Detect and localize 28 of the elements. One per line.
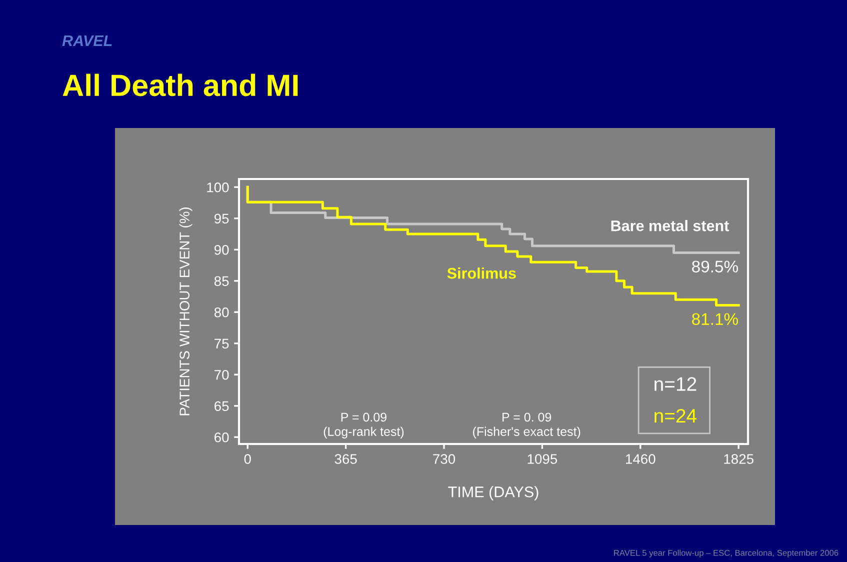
- y-tick-label: 80: [214, 307, 229, 318]
- x-tick-label: 1095: [528, 454, 558, 464]
- annotation: n=24: [654, 408, 697, 423]
- x-axis-title: TIME (DAYS): [448, 486, 538, 500]
- y-tick-label: 95: [214, 214, 229, 224]
- x-tick-label: 1460: [626, 454, 656, 464]
- annotation: P = 0.09 (Log-rank test): [324, 412, 404, 438]
- y-tick-label: 65: [214, 401, 229, 412]
- x-tick-label: 730: [433, 454, 456, 464]
- y-tick-label: 100: [207, 182, 229, 192]
- annotation: n=12: [654, 377, 696, 391]
- y-tick-label: 75: [214, 338, 229, 349]
- series-label: Sirolimus: [447, 268, 516, 279]
- y-tick-label: 70: [214, 370, 229, 380]
- annotation: 81.1%: [692, 313, 738, 325]
- y-axis-title: PATIENTS WITHOUT EVENT (%): [179, 208, 192, 416]
- y-tick-label: 60: [214, 432, 229, 442]
- x-tick-label: 1825: [724, 454, 754, 464]
- annotation: 89.5%: [692, 260, 738, 272]
- x-tick-label: 0: [244, 454, 251, 464]
- x-tick-label: 365: [334, 454, 357, 464]
- text: RAVEL 5 year Follow-up – ESC, Barcelona, September 2006: [614, 550, 838, 558]
- text: RAVEL: [62, 35, 112, 46]
- chart-title: All Death and MI: [62, 74, 298, 96]
- y-tick-label: 85: [214, 276, 229, 286]
- series-label: Bare metal stent: [611, 220, 729, 232]
- annotation: P = 0. 09 (Fisher's exact test): [473, 412, 580, 438]
- y-tick-label: 90: [214, 244, 229, 255]
